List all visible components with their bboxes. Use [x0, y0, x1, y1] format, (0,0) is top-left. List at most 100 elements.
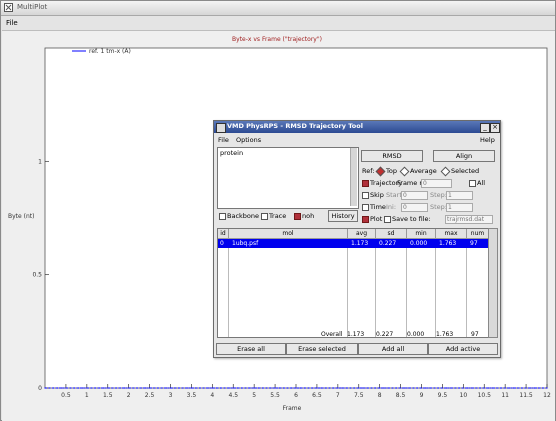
data-point: [186, 387, 188, 389]
data-point: [295, 387, 297, 389]
data-point: [466, 387, 469, 389]
trace-checkbox[interactable]: [261, 213, 268, 220]
ref-selected-label: Selected: [451, 167, 480, 175]
rmsd-window-title-bar[interactable]: VMD PhysRPS - RMSD Trajectory Tool _ ×: [214, 121, 500, 133]
history-button[interactable]: History: [328, 210, 358, 222]
cell-avg: 1.173: [351, 240, 369, 247]
data-point: [512, 387, 515, 389]
rmsd-options-menu[interactable]: Options: [236, 136, 262, 144]
erase-all-button[interactable]: Erase all: [216, 343, 286, 355]
file-menu[interactable]: File: [6, 19, 18, 27]
data-point: [412, 387, 414, 389]
cell-num: 97: [470, 240, 478, 247]
save-to-file-checkbox[interactable]: [384, 216, 391, 223]
all-label: All: [477, 179, 486, 187]
step-field[interactable]: 1: [446, 191, 473, 200]
close-icon[interactable]: ×: [490, 123, 500, 133]
x-tick-label: 2.5: [145, 392, 155, 399]
header-min[interactable]: min: [407, 229, 436, 239]
add-all-button[interactable]: Add all: [358, 343, 428, 355]
x-tick-label: 9: [420, 392, 424, 399]
frame-ref-field[interactable]: 0: [421, 179, 452, 188]
rmsd-results-table[interactable]: id mol avg sd min max num 0 1ubq.psf 1.1…: [217, 228, 489, 338]
data-point: [404, 387, 406, 389]
minimize-icon[interactable]: _: [480, 123, 490, 133]
data-point: [500, 387, 502, 389]
x-tick-label: 12: [543, 392, 551, 399]
window-icon[interactable]: [4, 3, 13, 12]
window-title-bar[interactable]: MultiPlot: [1, 1, 555, 16]
data-point: [533, 387, 536, 389]
time-step-field[interactable]: 1: [446, 203, 473, 212]
table-row-selected[interactable]: 0 1ubq.psf 1.173 0.227 0.000 1.763 97: [218, 239, 488, 248]
x-tick-label: 4: [210, 392, 214, 399]
data-point: [328, 387, 331, 389]
noh-checkbox[interactable]: [294, 213, 301, 220]
backbone-label: Backbone: [227, 212, 260, 220]
action-bar: Erase all Erase selected Add all Add act…: [215, 343, 499, 355]
plot-title: Byte-x vs Frame ("trajectory"): [232, 36, 322, 43]
data-point: [546, 387, 548, 389]
selection-scrollbar[interactable]: [350, 148, 357, 206]
x-tick-label: 1: [85, 392, 89, 399]
ini-label: Ini:: [386, 203, 397, 211]
plot-checkbox[interactable]: [362, 216, 369, 223]
data-point: [454, 387, 456, 389]
rmsd-window-icon[interactable]: [216, 123, 226, 133]
start-field[interactable]: 0: [401, 191, 428, 200]
erase-selected-button[interactable]: Erase selected: [286, 343, 358, 355]
data-point: [312, 387, 314, 389]
data-point: [103, 387, 105, 389]
ini-field[interactable]: 0: [401, 203, 428, 212]
data-point: [425, 387, 427, 389]
data-point: [475, 387, 477, 389]
data-point: [98, 387, 100, 389]
rmsd-button[interactable]: RMSD: [361, 150, 423, 162]
trajectory-checkbox[interactable]: [362, 180, 369, 187]
cell-sd: 0.227: [379, 240, 397, 247]
data-point: [462, 387, 464, 389]
ref-average-radio[interactable]: [399, 166, 410, 177]
data-point: [379, 387, 381, 389]
x-tick-label: 11.5: [519, 392, 533, 399]
overall-row: Overall 1.173 0.227 0.000 1.763 97: [217, 331, 497, 339]
data-point: [224, 387, 226, 389]
save-to-file-field[interactable]: trajrmsd.dat: [445, 215, 493, 224]
ref-selected-radio[interactable]: [440, 166, 451, 177]
header-sd[interactable]: sd: [376, 229, 407, 239]
x-tick-label: 8: [378, 392, 382, 399]
data-point: [366, 387, 368, 389]
data-point: [128, 387, 130, 389]
header-id[interactable]: id: [218, 229, 229, 239]
data-point: [487, 387, 489, 389]
data-point: [48, 387, 50, 389]
selection-text-area[interactable]: protein: [217, 147, 359, 209]
x-tick-label: 9.5: [438, 392, 448, 399]
data-point: [245, 387, 247, 389]
backbone-checkbox[interactable]: [219, 213, 226, 220]
data-point: [220, 387, 222, 389]
align-button[interactable]: Align: [433, 150, 495, 162]
overall-sd: 0.227: [376, 331, 394, 338]
all-checkbox[interactable]: [469, 180, 476, 187]
table-scrollbar[interactable]: [488, 228, 498, 338]
data-point: [333, 387, 335, 389]
header-max[interactable]: max: [436, 229, 467, 239]
add-active-button[interactable]: Add active: [428, 343, 498, 355]
header-avg[interactable]: avg: [348, 229, 376, 239]
x-tick-label: 3: [169, 392, 173, 399]
data-point: [479, 387, 481, 389]
rmsd-file-menu[interactable]: File: [218, 136, 229, 144]
skip-checkbox[interactable]: [362, 192, 369, 199]
header-num[interactable]: num: [467, 229, 488, 239]
data-point: [354, 387, 356, 389]
time-checkbox[interactable]: [362, 204, 369, 211]
header-mol[interactable]: mol: [229, 229, 348, 239]
data-point: [395, 387, 397, 389]
rmsd-menu-bar: File Options Help: [214, 134, 500, 145]
rmsd-help-menu[interactable]: Help: [480, 136, 495, 144]
ref-top-radio[interactable]: [375, 166, 386, 177]
data-point: [496, 387, 498, 389]
data-point: [195, 387, 197, 389]
ref-average-label: Average: [410, 167, 437, 175]
